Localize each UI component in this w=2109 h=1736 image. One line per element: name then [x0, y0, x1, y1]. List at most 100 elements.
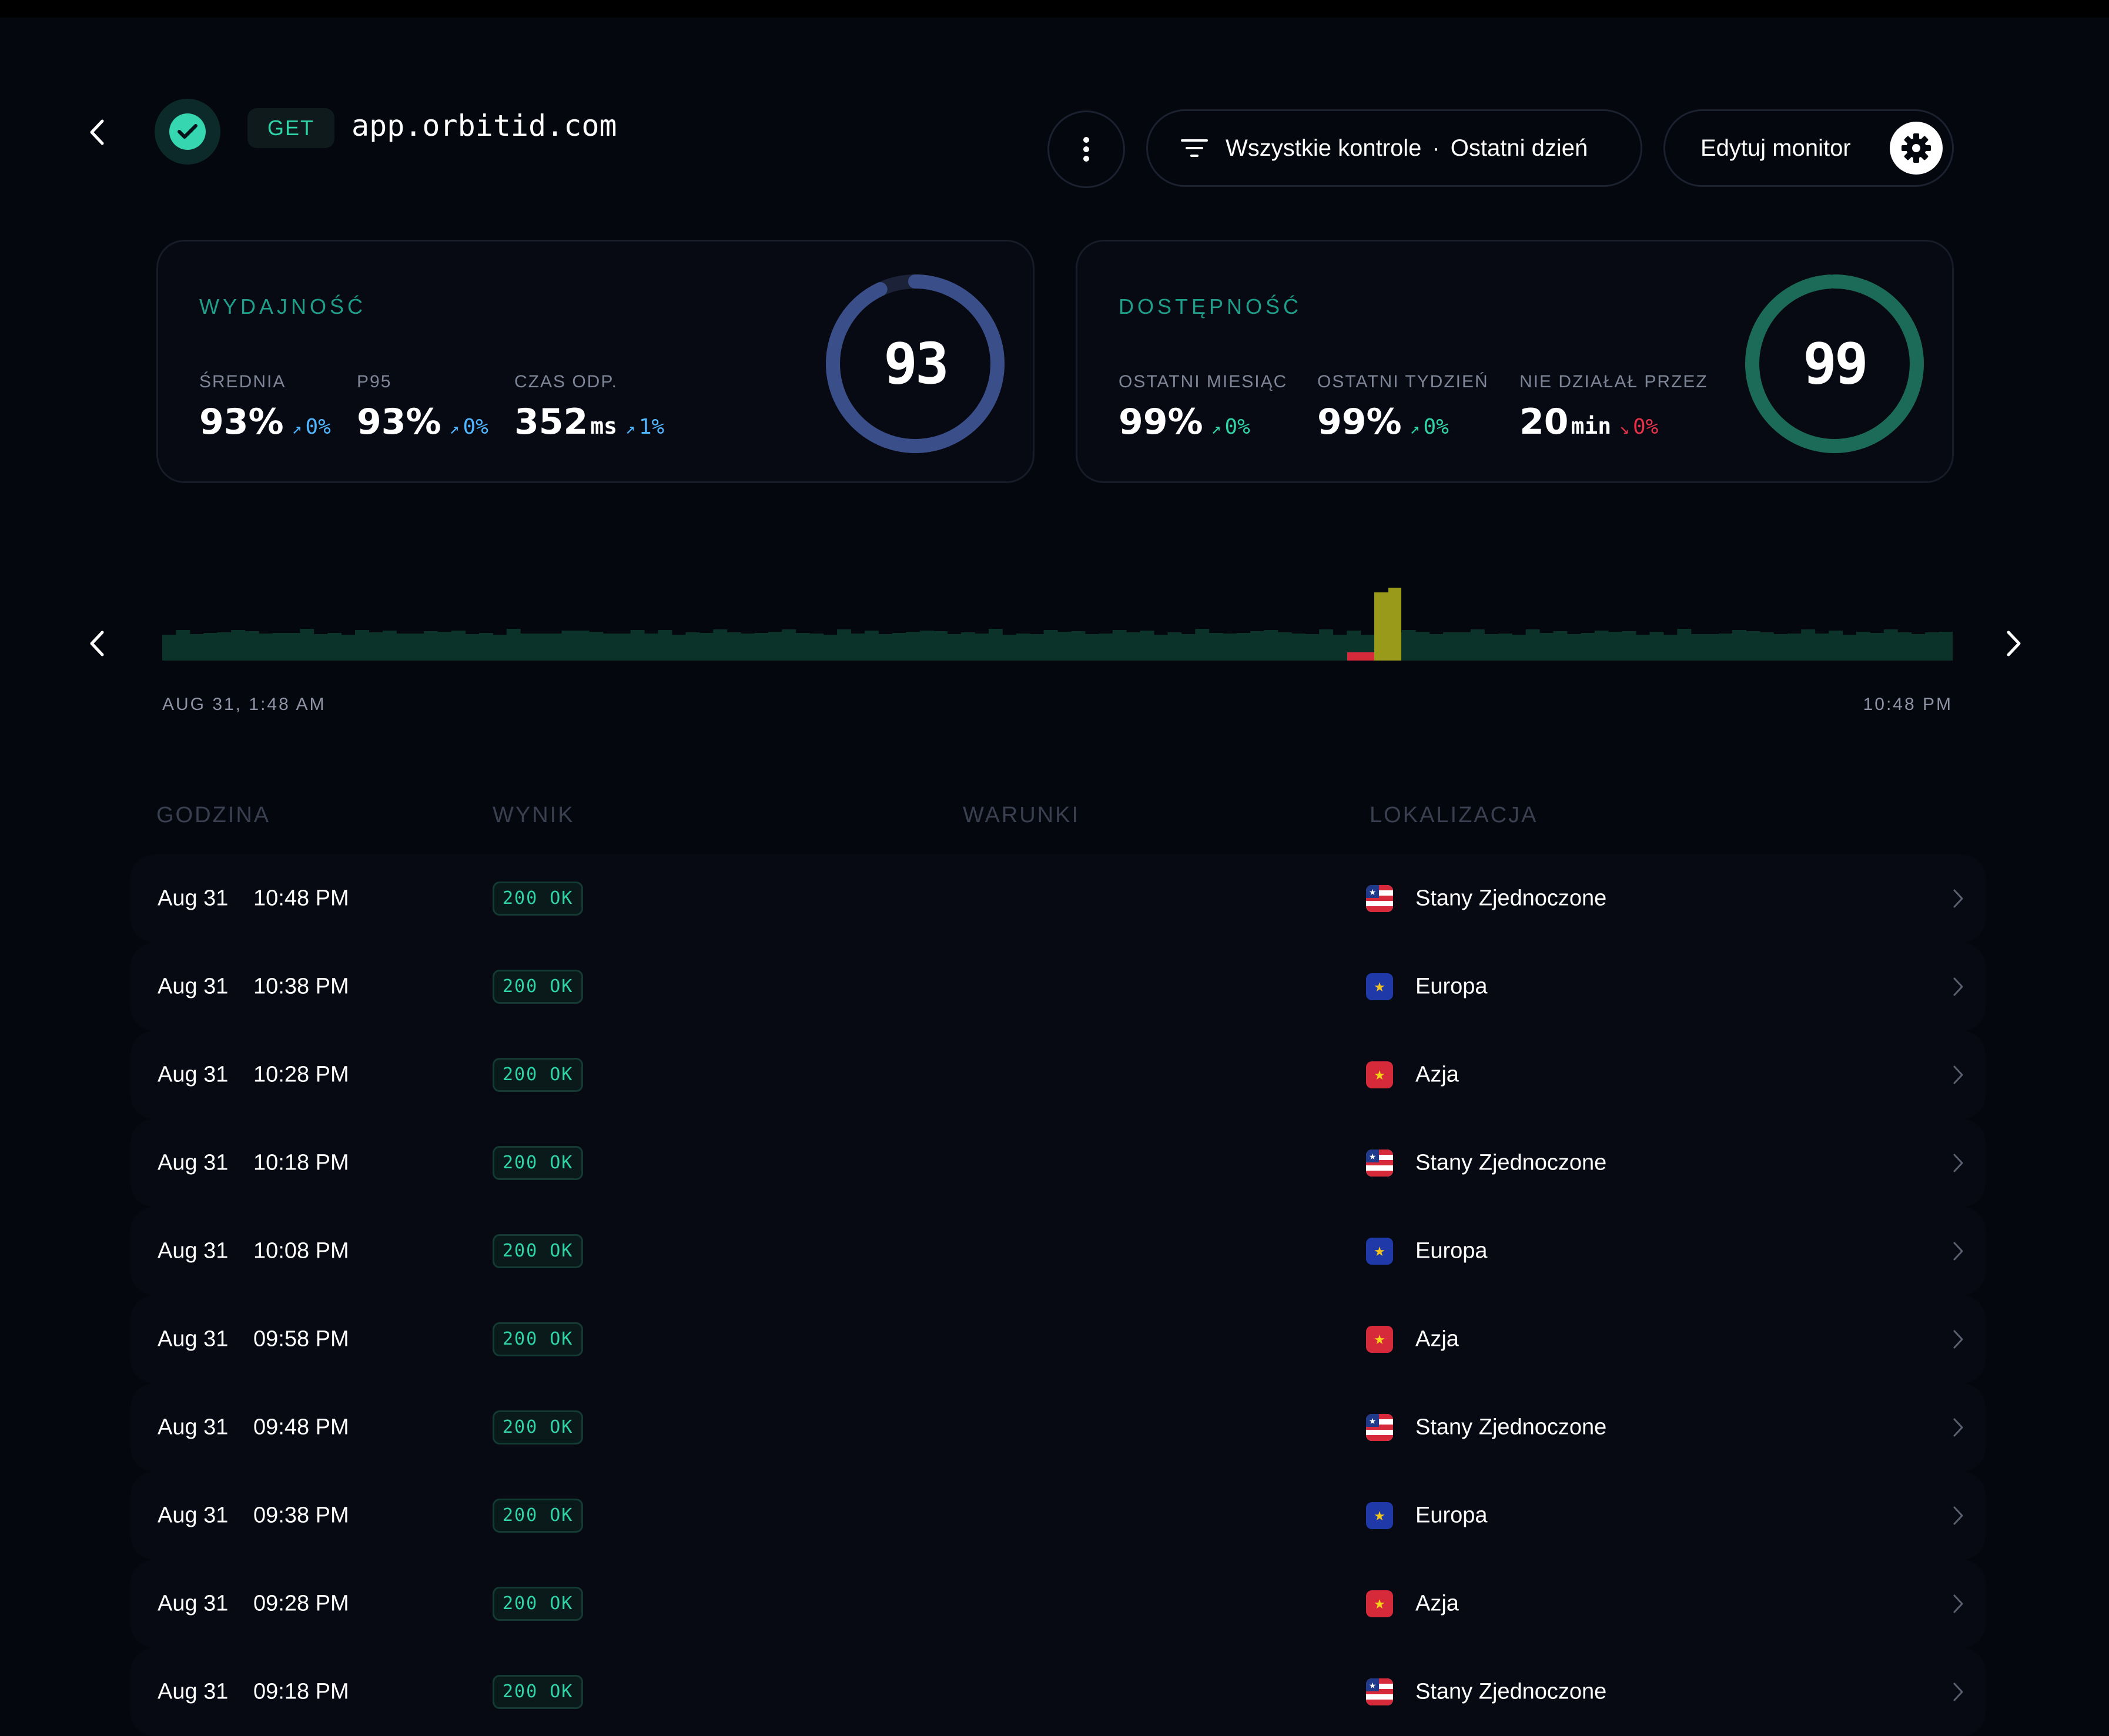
- timeline-bar: [1925, 632, 1940, 661]
- timeline-bar: [561, 631, 576, 661]
- timeline-bar: [975, 634, 989, 661]
- table-row[interactable]: Aug 31 10:28 PM 200 OK ★ Azja: [130, 1031, 1986, 1119]
- timeline-bar: [1759, 632, 1774, 661]
- arrow-down-right-icon: ↘: [1619, 418, 1629, 438]
- status-badge: 200 OK: [493, 970, 584, 1004]
- table-row[interactable]: Aug 31 10:08 PM 200 OK ★ Europa: [130, 1207, 1986, 1295]
- timeline-prev-button[interactable]: [79, 617, 115, 670]
- metric-label: NIE DZIAŁAŁ PRZEZ: [1519, 372, 1708, 391]
- table-row[interactable]: Aug 31 10:38 PM 200 OK ★ Europa: [130, 943, 1986, 1031]
- metric-last-week: OSTATNI TYDZIEŃ 99% ↗ 0%: [1317, 372, 1489, 443]
- timeline-bar: [1084, 634, 1099, 661]
- settings-button[interactable]: [1890, 122, 1943, 175]
- timeline-bar: [1250, 631, 1264, 661]
- table-row[interactable]: Aug 31 09:58 PM 200 OK ★ Azja: [130, 1295, 1986, 1383]
- filter-separator: ·: [1432, 135, 1440, 161]
- column-header-location[interactable]: LOKALIZACJA: [1370, 803, 1538, 827]
- availability-score-arc: [1745, 274, 1924, 453]
- timeline-bar: [1057, 632, 1072, 661]
- us-flag-icon: ★: [1366, 1149, 1393, 1177]
- timeline-bar: [1870, 633, 1884, 661]
- more-options-button[interactable]: [1047, 110, 1125, 188]
- chevron-right-icon: [1947, 881, 1970, 916]
- timeline-bar: [919, 631, 934, 661]
- window-top-strip: [0, 0, 2109, 18]
- filter-period-label: Ostatni dzień: [1450, 135, 1588, 161]
- timeline-bar: [1690, 634, 1705, 661]
- asia-flag-icon: ★: [1366, 1590, 1393, 1617]
- row-date: Aug 31: [158, 974, 229, 999]
- metric-value: 99%: [1119, 401, 1203, 443]
- timeline-warning-bar: [1374, 592, 1388, 661]
- timeline-bar: [286, 633, 300, 661]
- timeline-bar: [864, 631, 879, 661]
- status-badge: 200 OK: [493, 882, 584, 916]
- row-date: Aug 31: [158, 1591, 229, 1616]
- timeline-bar: [1498, 634, 1512, 661]
- uptime-timeline[interactable]: [162, 585, 1953, 665]
- timeline-next-button[interactable]: [1996, 617, 2031, 670]
- table-row[interactable]: Aug 31 09:28 PM 200 OK ★ Azja: [130, 1560, 1986, 1648]
- performance-score-arc: [826, 274, 1005, 453]
- svg-text:★: ★: [1374, 1509, 1385, 1523]
- table-row[interactable]: Aug 31 10:18 PM 200 OK ★ Stany Zjednoczone: [130, 1119, 1986, 1207]
- timeline-bar: [1883, 629, 1898, 661]
- row-location: Stany Zjednoczone: [1415, 1679, 1607, 1704]
- column-header-time[interactable]: GODZINA: [156, 803, 271, 827]
- filter-button[interactable]: Wszystkie kontrole · Ostatni dzień: [1146, 109, 1642, 187]
- row-time: 09:38 PM: [253, 1503, 349, 1528]
- chevron-right-icon: [1947, 1410, 1970, 1445]
- timeline-bar: [1030, 634, 1045, 661]
- table-row[interactable]: Aug 31 10:48 PM 200 OK ★ Stany Zjednoczone: [130, 854, 1986, 943]
- timeline-bar: [300, 629, 314, 661]
- timeline-bar: [1429, 634, 1444, 661]
- timeline-bar: [823, 635, 838, 661]
- timeline-bar: [548, 634, 562, 661]
- timeline-bar: [1705, 634, 1719, 661]
- metric-delta: ↗ 0%: [1211, 415, 1250, 439]
- timeline-bar: [575, 631, 590, 661]
- column-header-conditions[interactable]: WARUNKI: [963, 803, 1080, 827]
- status-badge: 200 OK: [493, 1675, 584, 1709]
- svg-text:★: ★: [1369, 1152, 1377, 1161]
- timeline-bar: [795, 633, 810, 661]
- timeline-bar: [465, 634, 480, 661]
- timeline-bar: [493, 635, 507, 661]
- metric-value: 93%: [199, 401, 284, 443]
- eu-flag-icon: ★: [1366, 1238, 1393, 1265]
- row-time: 09:58 PM: [253, 1326, 349, 1352]
- timeline-bar: [1443, 632, 1457, 661]
- timeline-bar: [1594, 631, 1609, 661]
- metric-label: P95: [357, 372, 392, 391]
- timeline-bar: [1553, 631, 1568, 661]
- timeline-bar: [1746, 631, 1760, 661]
- row-time: 10:38 PM: [253, 974, 349, 999]
- table-row[interactable]: Aug 31 09:38 PM 200 OK ★ Europa: [130, 1472, 1986, 1560]
- metric-label: ŚREDNIA: [199, 372, 286, 391]
- status-badge: 200 OK: [493, 1234, 584, 1268]
- check-circle-icon: [169, 113, 206, 150]
- chevron-right-icon: [1947, 1322, 1970, 1357]
- table-row[interactable]: Aug 31 09:18 PM 200 OK ★ Stany Zjednoczone: [130, 1648, 1986, 1736]
- timeline-bar: [162, 635, 176, 661]
- metric-unit: min: [1571, 413, 1612, 439]
- timeline-bar: [369, 632, 383, 661]
- edit-monitor-button[interactable]: Edytuj monitor: [1663, 109, 1954, 187]
- timeline-bar: [1277, 632, 1292, 661]
- http-method-badge: GET: [247, 108, 335, 148]
- table-row[interactable]: Aug 31 09:48 PM 200 OK ★ Stany Zjednoczone: [130, 1383, 1986, 1472]
- timeline-bar: [1566, 634, 1581, 661]
- timeline-bar: [1939, 632, 1953, 661]
- availability-card: DOSTĘPNOŚĆ OSTATNI MIESIĄC 99% ↗ 0% OSTAT…: [1076, 240, 1954, 483]
- row-time: 09:18 PM: [253, 1679, 349, 1704]
- timeline-bar: [1236, 633, 1251, 661]
- timeline-bar: [1264, 630, 1278, 661]
- back-button[interactable]: [79, 112, 115, 153]
- asia-flag-icon: ★: [1366, 1061, 1393, 1088]
- chevron-right-icon: [2007, 631, 2021, 656]
- timeline-bar: [988, 629, 1003, 661]
- timeline-bar: [658, 630, 672, 661]
- column-header-result[interactable]: WYNIK: [493, 803, 575, 827]
- row-location: Azja: [1415, 1591, 1459, 1616]
- timeline-bar: [1512, 635, 1526, 661]
